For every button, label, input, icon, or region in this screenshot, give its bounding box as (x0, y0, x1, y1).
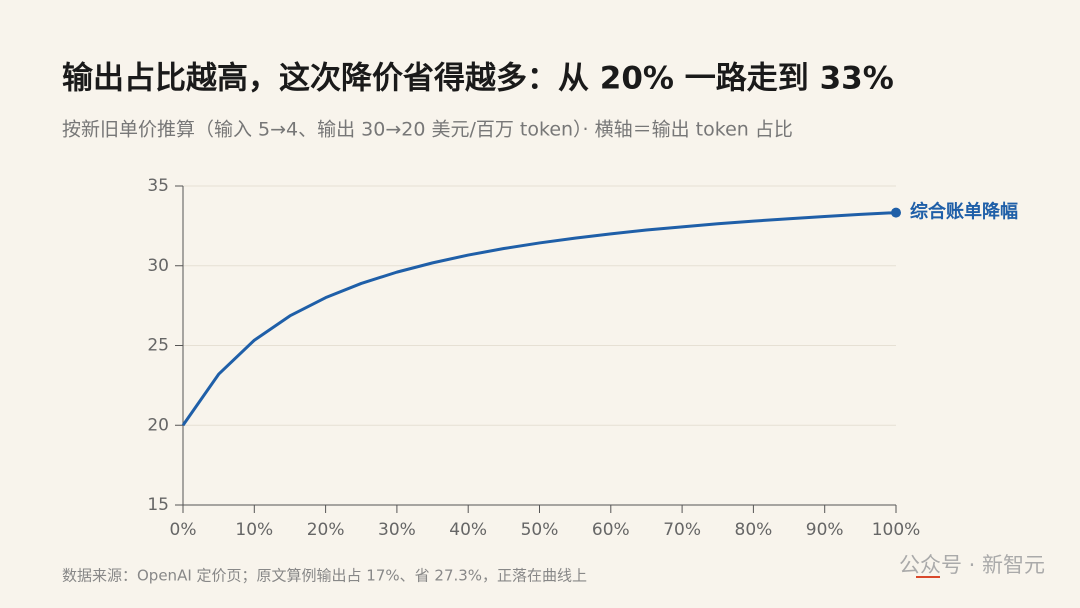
source-note: 数据来源：OpenAI 定价页；原文算例输出占 17%、省 27.3%，正落在曲… (62, 567, 587, 585)
x-tick-label: 0% (170, 520, 197, 540)
end-point (891, 207, 901, 218)
series-label: 综合账单降幅 (910, 201, 1018, 223)
y-tick-label: 30 (147, 256, 169, 276)
x-tick-label: 100% (872, 520, 921, 540)
x-tick-label: 80% (735, 520, 773, 540)
y-tick-label: 35 (147, 176, 169, 196)
x-tick-label: 30% (378, 520, 416, 540)
x-tick-label: 60% (592, 520, 630, 540)
line-series (181, 211, 897, 427)
x-tick-label: 20% (307, 520, 345, 540)
x-tick-label: 10% (235, 520, 273, 540)
y-tick-label: 20 (147, 415, 169, 435)
x-tick-label: 70% (663, 520, 701, 540)
x-tick-label: 50% (521, 520, 559, 540)
y-tick-label: 25 (147, 336, 169, 356)
y-tick-label: 15 (147, 495, 169, 515)
x-tick-label: 90% (806, 520, 844, 540)
x-tick-label: 40% (449, 520, 487, 540)
chart-subtitle: 按新旧单价推算（输入 5→4、输出 30→20 美元/百万 token）· 横轴… (62, 119, 793, 141)
chart-title: 输出占比越高，这次降价省得越多：从 20% 一路走到 33% (62, 61, 894, 97)
watermark: 公众号 · 新智元 (899, 553, 1045, 577)
